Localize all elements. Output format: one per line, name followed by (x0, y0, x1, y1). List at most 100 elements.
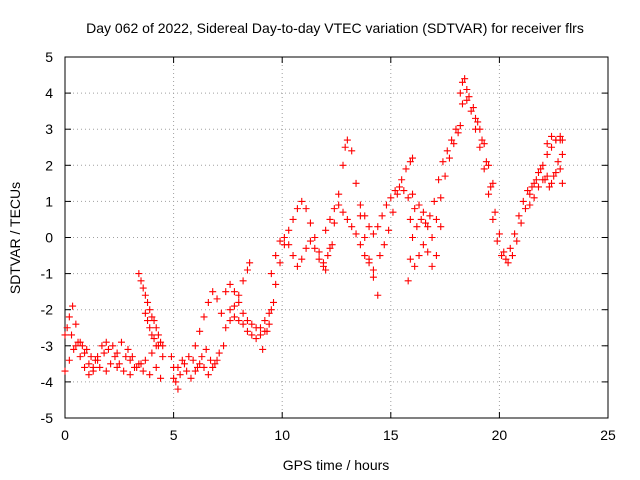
data-point (409, 190, 417, 198)
data-point (226, 280, 234, 288)
data-point (159, 353, 167, 361)
data-point (428, 234, 436, 241)
data-point (419, 208, 427, 216)
data-point (209, 288, 217, 296)
data-point (226, 317, 234, 325)
data-point (548, 143, 556, 151)
data-point (335, 201, 343, 209)
data-point (476, 143, 484, 151)
data-point (230, 313, 238, 321)
data-point (248, 331, 256, 339)
data-point (441, 172, 449, 180)
data-point (69, 302, 77, 310)
data-point (369, 273, 377, 281)
data-point (174, 363, 182, 371)
data-point (476, 125, 484, 133)
data-point (534, 183, 542, 191)
data-point (322, 226, 330, 234)
data-point (530, 194, 538, 202)
data-point (432, 215, 440, 223)
data-point (65, 356, 73, 364)
data-point (183, 367, 191, 375)
data-point (532, 176, 540, 184)
data-point (417, 215, 425, 223)
x-tick-label: 5 (170, 427, 178, 443)
data-point (259, 345, 267, 353)
data-point (61, 367, 69, 375)
data-point (265, 309, 273, 317)
data-point (78, 342, 86, 350)
data-point (102, 338, 110, 346)
data-point (272, 252, 280, 260)
data-point (456, 122, 464, 130)
data-point (356, 241, 364, 249)
data-point (72, 342, 80, 350)
data-point (348, 223, 356, 231)
data-point (196, 360, 204, 368)
grid (65, 57, 608, 418)
data-point (361, 252, 369, 260)
data-point (409, 154, 417, 162)
data-point (517, 219, 525, 227)
data-point (167, 353, 175, 361)
data-point (113, 363, 121, 371)
data-point (452, 125, 460, 133)
data-point (554, 158, 562, 166)
data-point (411, 262, 419, 270)
data-point (548, 132, 556, 140)
data-point (81, 349, 89, 357)
data-point (141, 356, 149, 364)
data-point (180, 360, 188, 368)
x-tick-label: 25 (600, 427, 616, 443)
data-point (117, 338, 125, 346)
data-point (120, 367, 128, 375)
data-point (94, 353, 102, 361)
data-point (146, 324, 154, 332)
data-point (456, 89, 464, 97)
data-point (524, 187, 532, 195)
data-point (202, 345, 210, 353)
data-point (558, 179, 566, 187)
data-point (144, 298, 152, 306)
data-point (439, 158, 447, 166)
data-point (174, 385, 182, 393)
data-point (378, 212, 386, 220)
data-point (126, 371, 134, 379)
data-point (176, 371, 184, 379)
data-point (365, 223, 373, 231)
data-point (530, 179, 538, 187)
data-point (146, 306, 154, 314)
data-point (100, 349, 108, 357)
data-point (289, 215, 297, 223)
data-point (152, 363, 160, 371)
data-point (467, 107, 475, 115)
data-point (128, 353, 136, 361)
data-point (98, 342, 106, 350)
data-point (154, 331, 162, 339)
data-point (170, 374, 178, 382)
data-point (498, 252, 506, 260)
y-tick-label: -5 (41, 410, 54, 426)
data-point (343, 215, 351, 223)
data-point (235, 291, 243, 299)
data-point (187, 374, 195, 382)
data-point (239, 277, 247, 285)
data-point (437, 223, 445, 231)
data-point (83, 345, 91, 353)
data-point (389, 208, 397, 216)
y-tick-label: 4 (45, 85, 53, 101)
data-point (448, 136, 456, 144)
data-point (404, 277, 412, 285)
data-point (137, 277, 145, 285)
data-point (445, 154, 453, 162)
data-point (406, 215, 414, 223)
data-point (424, 248, 432, 256)
data-point (263, 327, 271, 335)
data-point (352, 230, 360, 238)
data-point (139, 367, 147, 375)
data-point (148, 313, 156, 321)
data-point (276, 237, 284, 245)
y-tick-label: 0 (45, 230, 53, 246)
data-point (430, 197, 438, 205)
chart-title: Day 062 of 2022, Sidereal Day-to-day VTE… (86, 20, 584, 36)
